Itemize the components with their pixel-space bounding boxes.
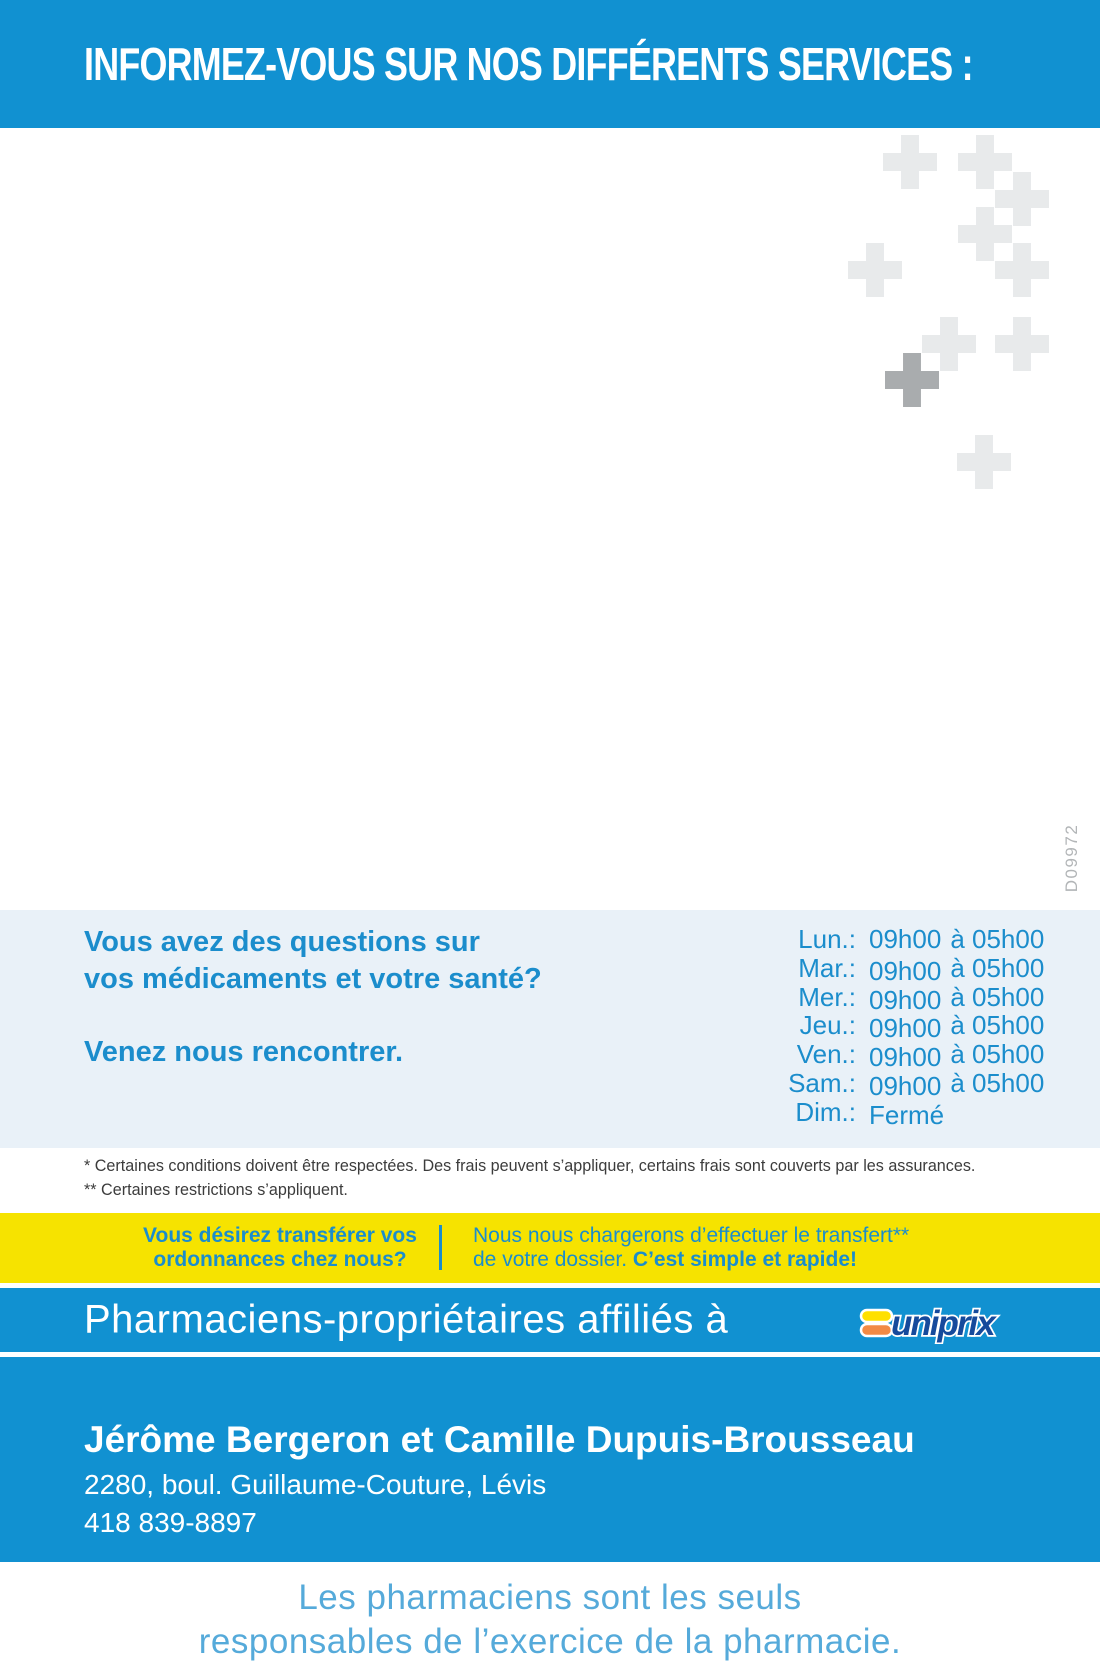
legal-footer-line2: responsables de l’exercice de la pharmac… (198, 1622, 902, 1661)
plus-icon (958, 135, 1012, 189)
disclaimer-line2: ** Certaines restrictions s’appliquent. (84, 1180, 348, 1199)
transfer-question-line2: ordonnances chez nous? (153, 1248, 407, 1271)
store-info-section: Jérôme Bergeron et Camille Dupuis-Brouss… (0, 1357, 1100, 1562)
legal-footer-line1: Les pharmaciens sont les seuls (298, 1578, 802, 1617)
hours-time-suffix: à 05h00 (950, 1010, 1045, 1041)
hours-day-label: Dim.: (795, 1096, 856, 1127)
store-phone: 418 839-8897 (84, 1507, 257, 1538)
hours-time-value: 09h00 (869, 1070, 942, 1101)
hours-time-suffix: à 05h00 (950, 924, 1045, 954)
transfer-answer-line2-bold: C’est simple et rapide! (632, 1248, 857, 1271)
hours-time-value: 09h00 (869, 1042, 942, 1073)
page-title: INFORMEZ-VOUS SUR NOS DIFFÉRENTS SERVICE… (84, 38, 974, 90)
vertical-divider (439, 1225, 442, 1270)
hours-day-label: Mer.: (798, 981, 856, 1012)
hours-time-value: 09h00 (869, 1013, 942, 1044)
hours-row: Sam.: 09h00 à 05h00 (738, 1067, 1045, 1101)
plus-icon (922, 317, 976, 371)
uniprix-logo: uniprix (859, 1302, 1001, 1344)
hours-time-suffix: à 05h00 (950, 1067, 1045, 1098)
hours-day-label: Ven.: (796, 1039, 856, 1070)
hours-row: Ven.: 09h00 à 05h00 (738, 1039, 1045, 1072)
store-address: 2280, boul. Guillaume-Couture, Lévis (84, 1469, 547, 1500)
hours-day-label: Lun.: (798, 924, 856, 954)
meet-us-text: Venez nous rencontrer. (84, 1036, 404, 1068)
header-banner: INFORMEZ-VOUS SUR NOS DIFFÉRENTS SERVICE… (0, 0, 1100, 128)
hours-time-suffix: à 05h00 (950, 1039, 1045, 1070)
questions-line1: Vous avez des questions sur (84, 926, 480, 958)
pharmacist-owners-names: Jérôme Bergeron et Camille Dupuis-Brouss… (84, 1419, 915, 1460)
hours-time-value: 09h00 (869, 955, 942, 986)
plus-icon-dark (885, 353, 939, 407)
hours-row: Mer.: 09h00 à 05h00 (738, 981, 1045, 1015)
transfer-question-line1: Vous désirez transférer vos (143, 1224, 417, 1247)
hours-row: Mar.: 09h00 à 05h00 (738, 952, 1045, 986)
plus-icon (958, 207, 1012, 261)
questions-text: Vous avez des questions sur vos médicame… (84, 924, 542, 998)
hours-time-value: 09h00 (869, 924, 942, 954)
hours-time-value: 09h00 (869, 984, 942, 1015)
questions-line2: vos médicaments et votre santé? (84, 963, 542, 995)
logo-wordmark: uniprix (891, 1304, 997, 1343)
hours-time-value: Fermé (869, 1099, 945, 1130)
plus-icon (848, 243, 902, 297)
affiliation-label: Pharmaciens-propriétaires affiliés à (84, 1297, 729, 1342)
transfer-answer: Nous nous chargerons d’effectuer le tran… (473, 1224, 909, 1272)
transfer-answer-line1: Nous nous chargerons d’effectuer le tran… (473, 1224, 910, 1247)
affiliation-banner: Pharmaciens-propriétaires affiliés à uni… (0, 1288, 1100, 1352)
transfer-question: Vous désirez transférer vos ordonnances … (130, 1224, 430, 1272)
disclaimer-text: * Certaines conditions doivent être resp… (84, 1154, 975, 1202)
hours-day-label: Mar.: (798, 952, 856, 983)
hours-row: Dim.: Fermé (738, 1096, 1044, 1130)
questions-hours-section: Vous avez des questions sur vos médicame… (0, 910, 1100, 1148)
hours-day-label: Sam.: (788, 1067, 856, 1098)
hours-time-suffix: à 05h00 (950, 952, 1045, 983)
transfer-answer-line2: de votre dossier. C’est simple et rapide… (473, 1248, 909, 1272)
logo-bar-yellow (859, 1308, 894, 1324)
document-code: D09972 (1062, 823, 1081, 893)
plus-icon (995, 243, 1049, 297)
opening-hours-table: Lun.: 09h00 à 05h00 Mar.: 09h00 à 05h00 Mer.… (738, 924, 1045, 1130)
footer: Les pharmaciens sont les seuls responsab… (0, 1562, 1100, 1680)
transfer-banner: Vous désirez transférer vos ordonnances … (0, 1213, 1100, 1283)
plus-icon (995, 317, 1049, 371)
hours-row: Jeu.: 09h00 à 05h00 (738, 1010, 1045, 1043)
hours-row: Lun.: 09h00 à 05h00 (738, 924, 1045, 954)
hours-time-suffix: à 05h00 (950, 981, 1045, 1012)
plus-icon (883, 135, 937, 189)
hours-day-label: Jeu.: (799, 1010, 856, 1041)
plus-icon (957, 435, 1011, 489)
logo-bar-orange (859, 1322, 894, 1338)
disclaimer-line1: * Certaines conditions doivent être resp… (84, 1156, 976, 1175)
transfer-answer-line2-normal: de votre dossier. (473, 1248, 633, 1271)
plus-icon (995, 172, 1049, 226)
legal-footer-text: Les pharmaciens sont les seuls responsab… (0, 1576, 1100, 1664)
